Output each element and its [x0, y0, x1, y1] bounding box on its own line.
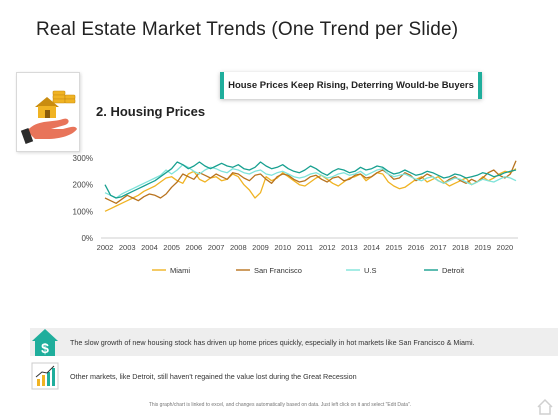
- y-tick-label: 0%: [81, 234, 93, 243]
- footer-note: This graph/chart is linked to excel, and…: [148, 402, 412, 408]
- series-line-u-s: [104, 164, 517, 199]
- growth-chart-icon: [31, 362, 59, 390]
- chart-subtitle: 2. Housing Prices: [96, 104, 206, 119]
- y-tick-label: 100%: [73, 207, 93, 216]
- x-tick-label: 2002: [97, 243, 114, 252]
- x-tick-label: 2008: [230, 243, 247, 252]
- x-tick-label: 2009: [252, 243, 269, 252]
- x-tick-label: 2004: [141, 243, 158, 252]
- legend-label: U.S: [364, 266, 377, 275]
- home-outline-icon: [537, 398, 553, 415]
- x-tick-label: 2012: [319, 243, 336, 252]
- x-tick-label: 2013: [341, 243, 358, 252]
- series-line-san-francisco: [104, 160, 517, 204]
- x-tick-label: 2006: [186, 243, 203, 252]
- y-tick-label: 200%: [73, 181, 93, 190]
- x-tick-label: 2019: [474, 243, 491, 252]
- x-tick-label: 2011: [297, 243, 313, 252]
- house-money-hand-icon: [20, 90, 77, 144]
- note-text-2: Other markets, like Detroit, still haven…: [70, 371, 357, 381]
- x-tick-label: 2017: [430, 243, 447, 252]
- note-row-1: $ The slow growth of new housing stock h…: [30, 328, 558, 356]
- x-tick-label: 2016: [408, 243, 425, 252]
- x-tick-label: 2010: [274, 243, 291, 252]
- legend-label: Detroit: [442, 266, 465, 275]
- svg-text:$: $: [41, 340, 49, 356]
- note-text-1: The slow growth of new housing stock has…: [70, 337, 475, 347]
- x-tick-label: 2007: [208, 243, 225, 252]
- legend-label: Miami: [170, 266, 190, 275]
- series-line-detroit: [104, 161, 517, 199]
- x-tick-label: 2005: [163, 243, 180, 252]
- x-tick-label: 2003: [119, 243, 136, 252]
- x-tick-label: 2018: [452, 243, 469, 252]
- house-dollar-icon: $: [32, 329, 58, 356]
- page-title: Real Estate Market Trends (One Trend per…: [36, 19, 459, 40]
- housing-price-chart: 0% 100% 200% 300% 2002 2003 2004 2005 2006 2007 20…: [73, 154, 518, 275]
- legend-label: San Francisco: [254, 266, 302, 275]
- housing-icon-card: [16, 72, 80, 152]
- series-line-miami: [104, 168, 517, 212]
- x-tick-label: 2015: [385, 243, 402, 252]
- note-row-2: Other markets, like Detroit, still haven…: [30, 362, 558, 390]
- y-tick-label: 300%: [73, 154, 93, 163]
- x-tick-label: 2014: [363, 243, 380, 252]
- x-tick-label: 2020: [497, 243, 514, 252]
- banner-callout: House Prices Keep Rising, Deterring Woul…: [220, 72, 482, 99]
